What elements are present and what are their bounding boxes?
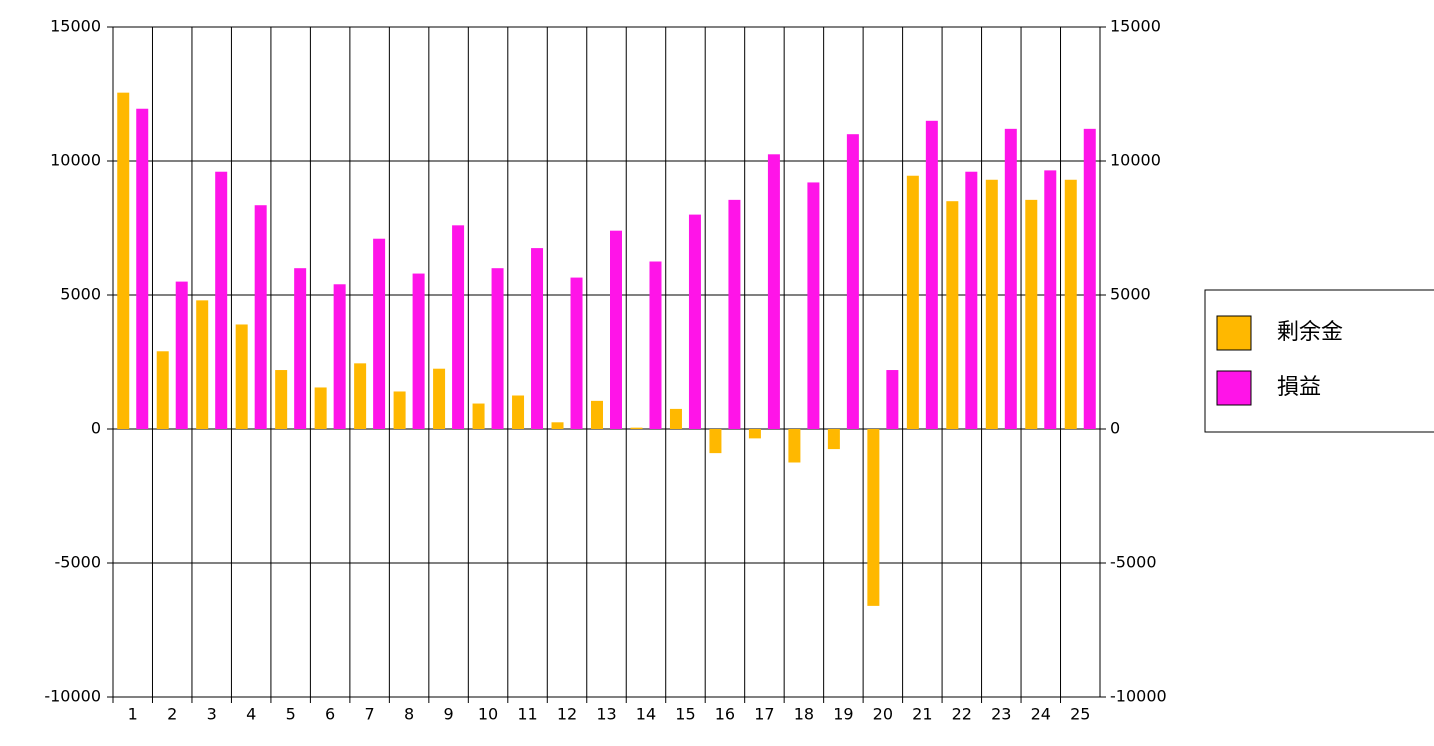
bar: [156, 351, 169, 429]
x-tick-label: 22: [952, 705, 972, 724]
bar: [254, 205, 267, 429]
y-tick-label: 5000: [60, 285, 101, 304]
bar: [333, 284, 346, 429]
x-tick-label: 24: [1031, 705, 1051, 724]
bar: [1064, 179, 1077, 429]
x-tick-label: 5: [286, 705, 296, 724]
x-tick-label: 16: [715, 705, 735, 724]
x-tick-label: 4: [246, 705, 256, 724]
bar: [314, 387, 327, 429]
bar: [867, 429, 880, 606]
x-tick-label: 2: [167, 705, 177, 724]
y2-tick-label: 5000: [1110, 285, 1151, 304]
bar: [846, 134, 859, 429]
x-tick-label: 12: [557, 705, 577, 724]
bar: [748, 429, 761, 439]
bar: [610, 230, 622, 429]
bar: [709, 429, 722, 454]
bar: [906, 175, 919, 429]
bar: [788, 429, 801, 463]
bar: [433, 368, 446, 429]
bar: [886, 370, 899, 429]
bar: [570, 277, 583, 429]
legend-label: 剰余金: [1277, 320, 1343, 345]
bar: [630, 427, 643, 429]
bar: [1004, 128, 1017, 429]
x-tick-label: 8: [404, 705, 414, 724]
bar: [491, 268, 504, 429]
y2-tick-label: -5000: [1110, 553, 1157, 572]
bar: [354, 363, 367, 429]
bar: [117, 92, 130, 429]
x-tick-label: 6: [325, 705, 335, 724]
bar: [1025, 199, 1038, 429]
bar: [235, 324, 248, 429]
bar: [965, 171, 978, 429]
x-tick-label: 1: [128, 705, 138, 724]
y-tick-label: 10000: [50, 151, 101, 170]
x-tick-label: 10: [478, 705, 498, 724]
legend-swatch: [1216, 370, 1252, 406]
y-tick-label: -10000: [44, 687, 101, 706]
bar: [373, 238, 386, 429]
bar: [452, 225, 465, 429]
bar: [688, 214, 701, 429]
bar: [393, 391, 406, 429]
x-tick-label: 15: [675, 705, 695, 724]
legend-box: [1204, 289, 1434, 433]
y2-tick-label: 0: [1110, 419, 1120, 438]
x-tick-label: 11: [517, 705, 537, 724]
bar: [551, 422, 564, 429]
bar: [1044, 170, 1057, 429]
x-tick-label: 9: [443, 705, 453, 724]
x-tick-label: 21: [912, 705, 932, 724]
bar: [728, 199, 741, 429]
bar: [275, 370, 288, 429]
y2-tick-label: -10000: [1110, 687, 1167, 706]
bar: [669, 408, 682, 429]
x-tick-label: 19: [833, 705, 853, 724]
legend-swatch: [1216, 315, 1252, 351]
bar: [985, 179, 998, 429]
bar: [175, 281, 188, 429]
bar: [807, 182, 820, 429]
y-tick-label: -5000: [55, 553, 102, 572]
x-tick-label: 25: [1070, 705, 1090, 724]
bar: [294, 268, 307, 429]
bar: [946, 201, 959, 429]
x-tick-label: 17: [754, 705, 774, 724]
legend-label: 損益: [1277, 375, 1321, 400]
x-tick-label: 3: [207, 705, 217, 724]
x-tick-label: 14: [636, 705, 656, 724]
y2-tick-label: 10000: [1110, 151, 1161, 170]
x-tick-label: 20: [873, 705, 893, 724]
bar: [649, 261, 662, 429]
y2-tick-label: 15000: [1110, 17, 1161, 36]
bar: [767, 154, 780, 430]
x-tick-label: 13: [596, 705, 616, 724]
bar: [925, 120, 938, 430]
bar: [1083, 128, 1096, 429]
bar: [827, 429, 840, 450]
y-tick-label: 15000: [50, 17, 101, 36]
x-tick-label: 7: [365, 705, 375, 724]
x-tick-label: 23: [991, 705, 1011, 724]
bar: [512, 395, 525, 429]
bar: [591, 400, 603, 429]
x-tick-label: 18: [794, 705, 814, 724]
bar: [196, 300, 209, 429]
bar: [531, 248, 544, 429]
y-tick-label: 0: [91, 419, 101, 438]
bar: [136, 108, 149, 430]
bar: [472, 403, 485, 429]
bar: [215, 171, 228, 429]
bar: [412, 273, 425, 429]
